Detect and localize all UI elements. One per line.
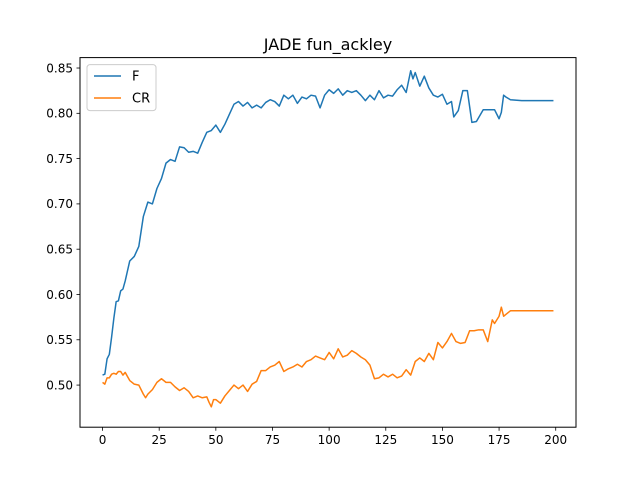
- series-line-f: [102, 69, 554, 376]
- x-tick-label: 125: [374, 433, 397, 447]
- chart-title: JADE fun_ackley: [263, 35, 392, 55]
- x-tick-label: 150: [431, 433, 454, 447]
- legend-label-cr: CR: [132, 92, 150, 107]
- y-tick-label: 0.50: [46, 378, 73, 392]
- y-tick-label: 0.70: [46, 197, 73, 211]
- x-tick-label: 175: [488, 433, 511, 447]
- y-tick-label: 0.80: [46, 107, 73, 121]
- y-tick-label: 0.65: [46, 242, 73, 256]
- legend-label-f: F: [132, 70, 139, 85]
- legend: F CR: [86, 64, 157, 112]
- axes-frame: [79, 57, 577, 428]
- y-tick-label: 0.75: [46, 152, 73, 166]
- x-tick-label: 100: [318, 433, 341, 447]
- series-layer: [102, 69, 554, 408]
- y-tick-label: 0.85: [46, 61, 73, 75]
- y-tick-label: 0.60: [46, 288, 73, 302]
- x-tick-label: 0: [99, 433, 107, 447]
- x-tick-label: 50: [208, 433, 223, 447]
- x-tick-label: 75: [265, 433, 280, 447]
- y-tick-label: 0.55: [46, 333, 73, 347]
- plot-area: [79, 57, 577, 428]
- x-axis: 0 25 50 75 100 125 150 175 200: [99, 427, 567, 447]
- y-axis: 0.50 0.55 0.60 0.65 0.70 0.75 0.80 0.85: [46, 61, 80, 392]
- series-line-cr: [102, 306, 554, 408]
- x-tick-label: 25: [152, 433, 167, 447]
- x-tick-label: 200: [544, 433, 567, 447]
